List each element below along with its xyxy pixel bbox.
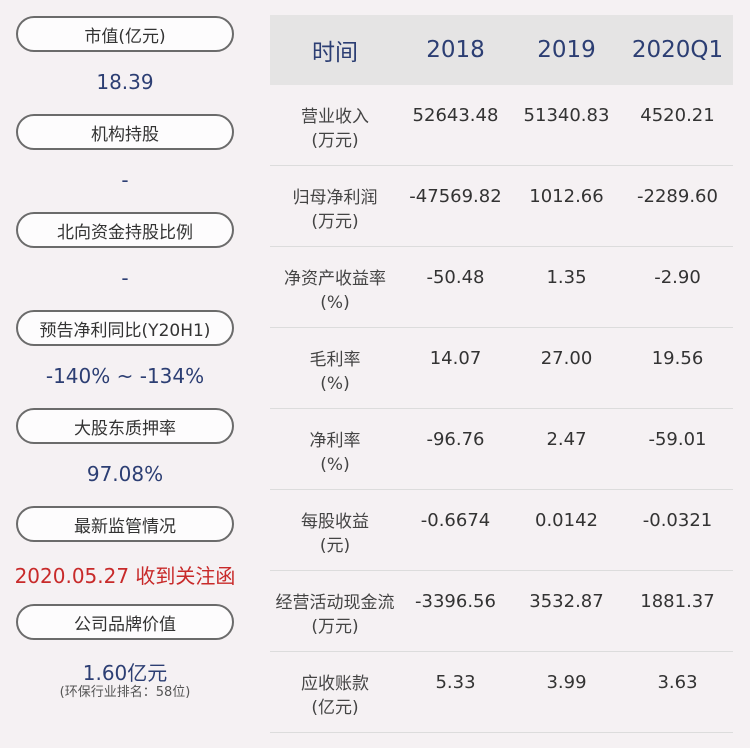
market-cap-value: 18.39 [96,70,154,94]
header-2019: 2019 [537,37,596,63]
row-label: 经营活动现金流 (万元) [275,593,395,637]
cell-value: 2.47 [546,429,587,450]
brand-value-value: 1.60亿元 [82,661,168,685]
cell-value: 3.63 [657,672,698,693]
cell-value: 3.99 [546,672,587,693]
cell-value: 14.07 [429,348,482,369]
cell-value: 3532.87 [529,591,604,612]
table-header: 时间 2018 2019 2020Q1 [270,15,733,85]
row-label: 净利率 (%) [309,431,361,475]
table-row: 归母净利润 (万元) -47569.82 1012.66 -2289.60 [270,166,733,247]
row-label: 归母净利润 (万元) [292,188,378,232]
cell-value: -0.6674 [420,510,491,531]
cell-value: 4520.21 [640,105,715,126]
table-row: 应收账款 (亿元) 5.33 3.99 3.63 [270,652,733,733]
pledge-ratio-value: 97.08% [86,462,164,486]
table-row: 净资产收益率 (%) -50.48 1.35 -2.90 [270,247,733,328]
cell-value: 19.56 [651,348,704,369]
market-cap-label: 市值(亿元) [16,16,234,52]
row-label: 应收账款 (亿元) [301,674,369,718]
profit-forecast-value: -140% ~ -134% [45,364,205,388]
table-row: 净利率 (%) -96.76 2.47 -59.01 [270,409,733,490]
regulatory-status-label: 最新监管情况 [16,506,234,542]
brand-rank-note: (环保行业排名：58位) [59,685,191,700]
row-label: 营业收入 (万元) [301,107,369,151]
cell-value: -59.01 [648,429,707,450]
northbound-ratio-label: 北向资金持股比例 [16,212,234,248]
row-label: 每股收益 (元) [301,512,369,556]
profit-forecast-label: 预告净利同比(Y20H1) [16,310,234,346]
header-2018: 2018 [426,37,485,63]
financials-table: 时间 2018 2019 2020Q1 营业收入 (万元) 52643.48 51… [270,15,733,733]
cell-value: -2.90 [654,267,701,288]
row-label: 毛利率 (%) [309,350,361,394]
cell-value: -47569.82 [409,186,502,207]
northbound-ratio-value: - [121,266,129,290]
cell-value: 1881.37 [640,591,715,612]
cell-value: 52643.48 [412,105,499,126]
cell-value: 0.0142 [535,510,598,531]
table-row: 每股收益 (元) -0.6674 0.0142 -0.0321 [270,490,733,571]
institutional-holding-label: 机构持股 [16,114,234,150]
header-2020q1: 2020Q1 [631,37,724,63]
cell-value: -96.76 [426,429,485,450]
cell-value: 1.35 [546,267,587,288]
table-row: 经营活动现金流 (万元) -3396.56 3532.87 1881.37 [270,571,733,652]
brand-value-label: 公司品牌价值 [16,604,234,640]
row-label: 净资产收益率 (%) [284,269,386,313]
header-period: 时间 [312,40,358,66]
table-row: 营业收入 (万元) 52643.48 51340.83 4520.21 [270,85,733,166]
cell-value: 1012.66 [529,186,604,207]
table-row: 毛利率 (%) 14.07 27.00 19.56 [270,328,733,409]
pledge-ratio-label: 大股东质押率 [16,408,234,444]
cell-value: -3396.56 [415,591,496,612]
cell-value: 27.00 [540,348,593,369]
regulatory-status-value: 2020.05.27 收到关注函 [14,564,236,588]
cell-value: -50.48 [426,267,485,288]
institutional-holding-value: - [121,168,129,192]
cell-value: 5.33 [435,672,476,693]
cell-value: -0.0321 [642,510,713,531]
cell-value: 51340.83 [523,105,610,126]
cell-value: -2289.60 [637,186,718,207]
